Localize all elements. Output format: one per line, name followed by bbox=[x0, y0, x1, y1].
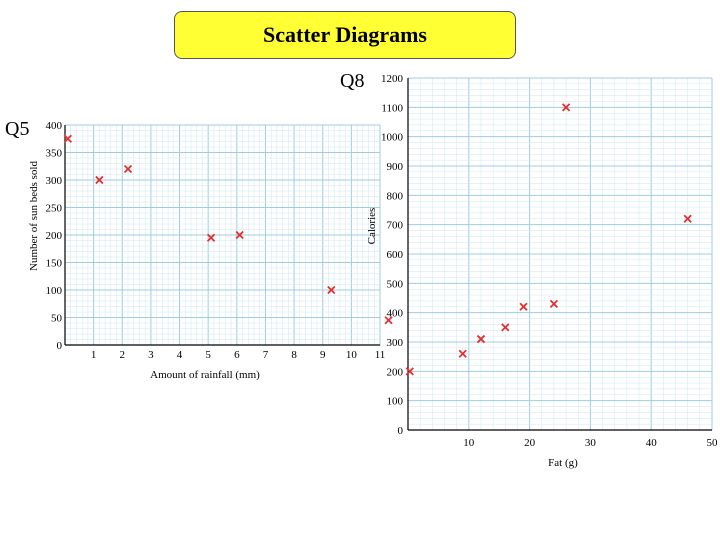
q5-point bbox=[123, 164, 133, 174]
q5-y-tick-label: 350 bbox=[46, 148, 63, 160]
q5-y-tick-label: 300 bbox=[46, 175, 63, 187]
q5-x-tick-label: 10 bbox=[346, 349, 358, 361]
q5-y-tick-label: 0 bbox=[57, 340, 63, 352]
q8-y-tick-label: 0 bbox=[398, 425, 404, 437]
q8-y-tick-label: 500 bbox=[387, 278, 404, 290]
q8-point bbox=[501, 323, 510, 332]
q5-y-tick-label: 400 bbox=[46, 120, 63, 132]
q8-label: Q8 bbox=[340, 70, 365, 92]
q8-y-tick-label: 1000 bbox=[381, 132, 404, 144]
q5-x-tick-label: 6 bbox=[234, 349, 240, 361]
q5-x-tick-label: 7 bbox=[263, 349, 269, 361]
q5-point bbox=[63, 134, 73, 143]
q8-point bbox=[405, 367, 414, 376]
q8-grid bbox=[407, 77, 713, 431]
q8-y-tick-label: 900 bbox=[387, 161, 404, 173]
q8-y-tick-label: 800 bbox=[387, 190, 404, 202]
q5-point bbox=[95, 175, 104, 185]
q5-x-tick-label: 4 bbox=[177, 349, 183, 361]
q8-x-tick-label: 20 bbox=[524, 437, 536, 449]
q5-point bbox=[235, 230, 244, 240]
q8-y-tick-label: 200 bbox=[387, 366, 404, 378]
q8-point bbox=[476, 334, 486, 344]
q5-x-tick-label: 11 bbox=[375, 349, 386, 361]
q8-x-axis-label: Fat (g) bbox=[548, 457, 578, 469]
q8-y-axis-label: Calories bbox=[366, 208, 378, 245]
q8-y-tick-label: 600 bbox=[387, 249, 404, 261]
q5-label: Q5 bbox=[5, 118, 30, 140]
q8-y-tick-label: 1100 bbox=[381, 102, 403, 114]
q8-y-tick-label: 300 bbox=[387, 337, 404, 349]
q5-y-tick-label: 150 bbox=[46, 258, 63, 270]
q5-point bbox=[384, 316, 393, 325]
title-box: Scatter Diagrams bbox=[174, 11, 516, 59]
q8-x-tick-label: 10 bbox=[463, 437, 475, 449]
q8-point bbox=[519, 302, 528, 311]
q5-y-tick-label: 100 bbox=[46, 285, 63, 297]
q8-y-tick-label: 1200 bbox=[381, 73, 404, 85]
q5-x-tick-label: 9 bbox=[320, 349, 326, 361]
q8-point bbox=[683, 214, 692, 223]
q8-y-tick-label: 700 bbox=[387, 220, 404, 232]
q5-point bbox=[327, 285, 336, 295]
q5-x-tick-label: 2 bbox=[120, 349, 126, 361]
q8-x-tick-label: 30 bbox=[585, 437, 597, 449]
q5-x-axis-label: Amount of rainfall (mm) bbox=[150, 369, 260, 381]
q5-y-tick-label: 200 bbox=[46, 230, 63, 242]
q8-x-tick-label: 40 bbox=[646, 437, 658, 449]
q8-y-tick-label: 400 bbox=[387, 308, 404, 320]
q5-grid bbox=[64, 124, 381, 346]
q5-x-tick-label: 3 bbox=[148, 349, 154, 361]
page-title: Scatter Diagrams bbox=[263, 22, 427, 47]
q5-x-tick-label: 5 bbox=[205, 349, 211, 361]
q8-point bbox=[561, 103, 571, 112]
q8-point bbox=[549, 299, 559, 309]
q8-x-tick-label: 50 bbox=[707, 437, 719, 449]
q8-chart: 10 20 30 40 50010020030040050060070080090010… bbox=[366, 73, 718, 469]
q8-point bbox=[458, 349, 467, 358]
q5-y-tick-label: 50 bbox=[51, 313, 63, 325]
q5-y-tick-label: 250 bbox=[46, 203, 63, 215]
q8-y-tick-label: 100 bbox=[387, 396, 404, 408]
q5-chart: 1 2 3 4 5 6 7 8 9 10 11 0 50 100 150 200 250 300 350 400 Amo… bbox=[28, 120, 393, 381]
q5-point bbox=[206, 233, 216, 242]
q5-x-tick-label: 1 bbox=[91, 349, 97, 361]
q5-x-tick-label: 8 bbox=[291, 349, 297, 361]
q5-y-axis-label: Number of sun beds sold bbox=[28, 161, 40, 271]
